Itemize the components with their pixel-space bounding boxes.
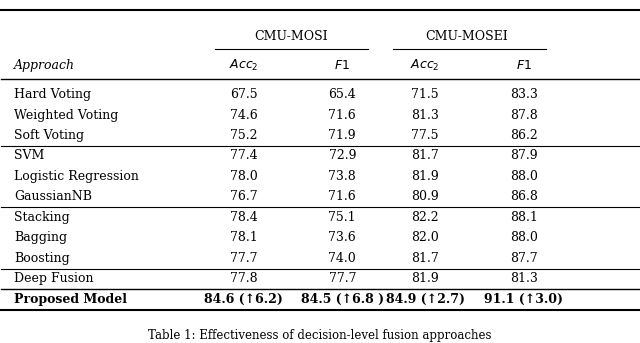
- Text: Deep Fusion: Deep Fusion: [14, 272, 93, 285]
- Text: 81.3: 81.3: [510, 272, 538, 285]
- Text: 75.1: 75.1: [328, 211, 356, 224]
- Text: 87.7: 87.7: [510, 252, 538, 265]
- Text: 71.5: 71.5: [412, 88, 439, 101]
- Text: 78.1: 78.1: [230, 232, 257, 244]
- Text: 81.7: 81.7: [412, 150, 439, 163]
- Text: 86.2: 86.2: [510, 129, 538, 142]
- Text: Weighted Voting: Weighted Voting: [14, 108, 118, 121]
- Text: 77.5: 77.5: [412, 129, 439, 142]
- Text: 83.3: 83.3: [510, 88, 538, 101]
- Text: GaussianNB: GaussianNB: [14, 190, 92, 203]
- Text: 72.9: 72.9: [328, 150, 356, 163]
- Text: 74.6: 74.6: [230, 108, 257, 121]
- Text: 87.9: 87.9: [510, 150, 538, 163]
- Text: 75.2: 75.2: [230, 129, 257, 142]
- Text: 84.6 (↑6.2): 84.6 (↑6.2): [204, 293, 283, 306]
- Text: 88.1: 88.1: [510, 211, 538, 224]
- Text: 80.9: 80.9: [412, 190, 439, 203]
- Text: Proposed Model: Proposed Model: [14, 293, 127, 306]
- Text: 73.8: 73.8: [328, 170, 356, 183]
- Text: 71.6: 71.6: [328, 108, 356, 121]
- Text: 71.9: 71.9: [328, 129, 356, 142]
- Text: 73.6: 73.6: [328, 232, 356, 244]
- Text: Approach: Approach: [14, 59, 75, 72]
- Text: 77.4: 77.4: [230, 150, 257, 163]
- Text: 76.7: 76.7: [230, 190, 257, 203]
- Text: 77.7: 77.7: [230, 252, 257, 265]
- Text: Bagging: Bagging: [14, 232, 67, 244]
- Text: 81.9: 81.9: [412, 272, 439, 285]
- Text: 65.4: 65.4: [328, 88, 356, 101]
- Text: 88.0: 88.0: [510, 170, 538, 183]
- Text: 82.2: 82.2: [412, 211, 439, 224]
- Text: Boosting: Boosting: [14, 252, 70, 265]
- Text: 77.7: 77.7: [328, 272, 356, 285]
- Text: 74.0: 74.0: [328, 252, 356, 265]
- Text: 81.9: 81.9: [412, 170, 439, 183]
- Text: 67.5: 67.5: [230, 88, 257, 101]
- Text: 77.8: 77.8: [230, 272, 257, 285]
- Text: 82.0: 82.0: [412, 232, 439, 244]
- Text: Table 1: Effectiveness of decision-level fusion approaches: Table 1: Effectiveness of decision-level…: [148, 330, 492, 342]
- Text: 81.3: 81.3: [412, 108, 439, 121]
- Text: SVM: SVM: [14, 150, 45, 163]
- Text: $F1$: $F1$: [334, 59, 350, 72]
- Text: 84.9 (↑2.7): 84.9 (↑2.7): [386, 293, 465, 306]
- Text: Logistic Regression: Logistic Regression: [14, 170, 139, 183]
- Text: 78.0: 78.0: [230, 170, 257, 183]
- Text: 71.6: 71.6: [328, 190, 356, 203]
- Text: 91.1 (↑3.0): 91.1 (↑3.0): [484, 293, 563, 306]
- Text: $Acc_2$: $Acc_2$: [410, 58, 440, 73]
- Text: Stacking: Stacking: [14, 211, 70, 224]
- Text: CMU-MOSEI: CMU-MOSEI: [425, 29, 508, 43]
- Text: CMU-MOSI: CMU-MOSI: [255, 29, 328, 43]
- Text: 86.8: 86.8: [510, 190, 538, 203]
- Text: Soft Voting: Soft Voting: [14, 129, 84, 142]
- Text: 88.0: 88.0: [510, 232, 538, 244]
- Text: $F1$: $F1$: [516, 59, 532, 72]
- Text: 81.7: 81.7: [412, 252, 439, 265]
- Text: 84.5 (↑6.8 ): 84.5 (↑6.8 ): [301, 293, 384, 306]
- Text: $Acc_2$: $Acc_2$: [228, 58, 259, 73]
- Text: 87.8: 87.8: [510, 108, 538, 121]
- Text: 78.4: 78.4: [230, 211, 257, 224]
- Text: Hard Voting: Hard Voting: [14, 88, 92, 101]
